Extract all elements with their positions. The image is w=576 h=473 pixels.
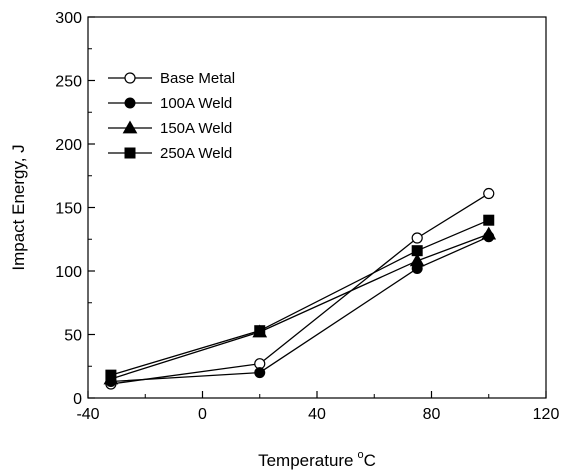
legend: Base Metal 100A Weld 150A Weld 250A Weld [108,70,235,162]
y-tick-label: 300 [55,10,82,27]
series [103,187,497,390]
axes [87,16,547,399]
legend-entry-100a-weld: 100A Weld [108,95,232,112]
series-250a-weld [105,214,495,381]
data-point-150a-weld [409,253,425,267]
legend-label: 150A Weld [160,120,232,137]
legend-marker [124,97,136,109]
legend-entry-base-metal: Base Metal [108,70,235,87]
data-point-250a-weld [483,214,495,226]
data-point-150a-weld [481,226,497,240]
legend-entry-150a-weld: 150A Weld [108,120,232,137]
data-point-base-metal [411,232,423,244]
x-tick-label: 40 [308,406,326,423]
data-point-250a-weld [411,245,423,257]
y-tick-label: 250 [55,74,82,91]
legend-marker [124,147,136,159]
series-100a-weld [105,231,495,387]
legend-entry-250a-weld: 250A Weld [108,145,232,162]
legend-marker [122,120,138,134]
y-tick-label: 200 [55,137,82,154]
x-axis-label-unit: C [364,451,376,470]
data-point-250a-weld [105,369,117,381]
y-tick-label: 100 [55,264,82,281]
data-point-base-metal [483,187,495,200]
y-tick-label: 150 [55,201,82,218]
x-tick-label: 120 [533,406,560,423]
y-axis-label: Impact Energy, J [9,144,28,270]
x-axis-label-name: Temperature [258,451,353,470]
legend-marker [124,72,136,84]
series-line-250a-weld [110,219,490,376]
x-axis-label-degree: o [358,449,364,461]
series-line-100a-weld [110,236,490,383]
legend-label: 250A Weld [160,145,232,162]
legend-label: Base Metal [160,70,235,87]
y-tick-label: 0 [73,391,82,408]
x-tick-label: 0 [198,406,207,423]
y-tick-label: 50 [64,328,82,345]
data-point-100a-weld [254,367,266,379]
x-tick-label: -40 [76,406,99,423]
series-line-base-metal [110,192,490,385]
series-150a-weld [103,226,497,385]
series-line-150a-weld [110,233,489,380]
data-point-250a-weld [254,325,266,337]
legend-label: 100A Weld [160,95,232,112]
x-tick-label: 80 [423,406,441,423]
x-axis-label: Temperature oC [258,449,376,470]
plot-frame [87,16,547,399]
